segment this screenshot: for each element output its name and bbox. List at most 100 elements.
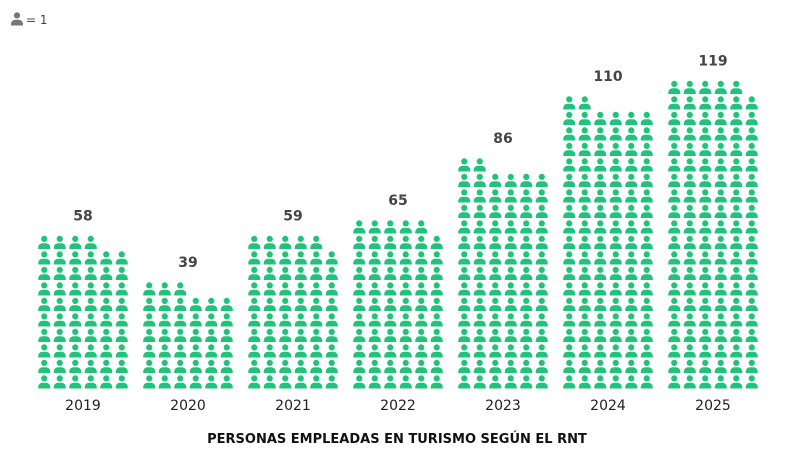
icon-head [461,375,468,382]
icon-body [310,367,323,373]
person-icon [415,344,428,358]
x-tick-label: 2021 [275,398,311,414]
person-icon [699,204,712,218]
icon-head [282,344,289,351]
person-icon [578,142,591,156]
icon-body [325,305,338,311]
icon-body [458,320,471,327]
icon-body [368,367,381,373]
icon-head [702,328,709,335]
person-icon [489,344,502,358]
icon-head [251,344,258,351]
icon-body [53,382,66,389]
person-icon [683,375,696,389]
icon-head [523,313,530,320]
icon-body [248,382,261,389]
person-icon [563,235,576,249]
person-icon [325,375,338,389]
icon-head [371,297,378,304]
icon-body [399,274,412,280]
icon-head [643,266,650,273]
person-icon [730,251,743,265]
person-icon [384,328,397,342]
icon-body [535,243,548,249]
person-icon [174,375,187,389]
icon-head [418,359,425,366]
person-icon [668,344,681,358]
value-label: 65 [388,193,407,209]
person-icon [325,297,338,311]
icon-head [208,359,215,366]
person-icon [504,189,517,203]
person-icon [563,313,576,327]
person-icon [668,359,681,373]
icon-head [733,328,740,335]
person-icon [563,251,576,265]
icon-head [192,375,199,382]
icon-head [717,266,724,273]
person-icon [609,375,622,389]
icon-body [594,165,607,172]
person-icon [294,297,307,311]
icon-head [538,189,545,196]
icon-body [699,367,712,373]
person-icon [263,313,276,327]
icon-head [566,220,573,227]
person-icon [415,328,428,342]
icon-head [538,328,545,335]
icon-body [745,196,758,203]
icon-body [84,336,97,342]
icon-body [248,367,261,373]
icon-head [387,251,394,258]
icon-head [223,375,230,382]
icon-head [87,313,94,320]
icon-body [458,289,471,296]
person-icon [535,375,548,389]
icon-head [492,359,499,366]
icon-body [699,181,712,187]
icon-body [745,258,758,265]
icon-head [402,266,409,273]
icon-head [628,266,635,273]
icon-body [84,351,97,358]
person-icon [353,375,366,389]
person-icon [310,375,323,389]
icon-head [702,375,709,382]
person-icon [609,142,622,156]
icon-body [504,227,517,234]
person-icon [714,173,727,187]
icon-body [53,305,66,311]
person-icon [578,173,591,187]
icon-head [507,375,514,382]
person-icon [174,297,187,311]
person-icon [625,189,638,203]
icon-head [628,158,635,165]
icon-body [683,165,696,172]
person-icon [535,297,548,311]
icon-head [371,359,378,366]
icon-body [699,119,712,125]
person-icon [640,235,653,249]
icon-body [714,382,727,389]
icon-head [733,375,740,382]
icon-body [294,351,307,358]
icon-body [683,88,696,94]
icon-head [612,344,619,351]
icon-body [699,336,712,342]
person-icon [535,204,548,218]
person-icon [730,111,743,125]
icon-body [745,181,758,187]
person-icon [143,282,156,296]
icon-body [263,336,276,342]
icon-head [733,158,740,165]
icon-head [87,359,94,366]
icon-head [612,235,619,242]
icon-body [504,258,517,265]
person-icon [84,359,97,373]
icon-head [597,158,604,165]
person-icon [609,204,622,218]
icon-body [399,289,412,296]
icon-head [297,235,304,242]
person-icon [745,251,758,265]
person-icon [699,220,712,234]
